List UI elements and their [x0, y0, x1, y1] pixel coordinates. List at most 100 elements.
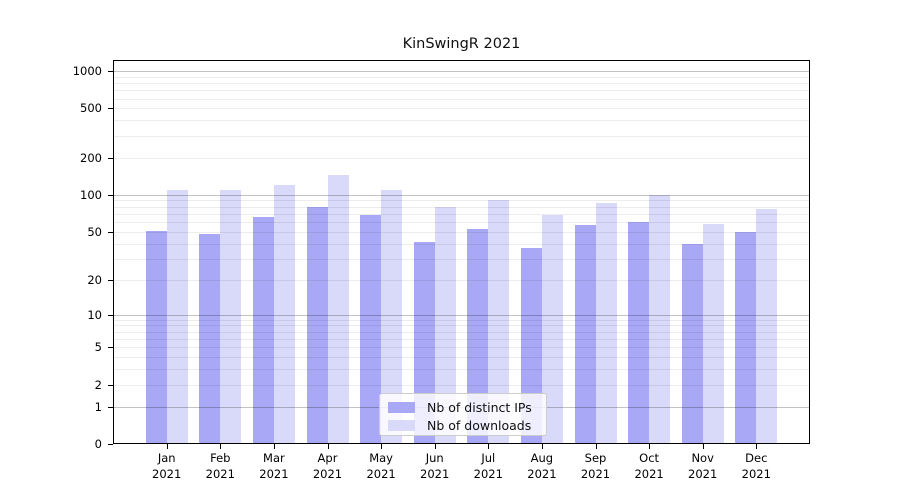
- x-tick: [756, 444, 758, 449]
- grid-minor-line: [114, 384, 809, 386]
- x-tick: [273, 444, 275, 449]
- grid-minor-line: [114, 325, 809, 327]
- y-tick-label: 10: [87, 307, 102, 322]
- y-tick-label: 20: [87, 272, 102, 287]
- y-tick-label: 50: [87, 224, 102, 239]
- bar-distinct-ips: [199, 233, 221, 443]
- y-tick: [108, 384, 113, 386]
- x-tick-label: Oct 2021: [634, 451, 664, 481]
- bar-downloads: [756, 208, 778, 443]
- grid-minor-line: [114, 206, 809, 208]
- grid-minor-line: [114, 135, 809, 137]
- x-tick: [434, 444, 436, 449]
- grid-minor-line: [114, 243, 809, 245]
- bar-distinct-ips: [628, 222, 650, 443]
- legend-swatch-distinct-ips: [388, 402, 415, 413]
- grid-minor-line: [114, 98, 809, 100]
- bar-downloads: [649, 194, 671, 443]
- y-tick: [108, 444, 113, 445]
- x-tick-label: Nov 2021: [688, 451, 718, 481]
- bar-distinct-ips: [735, 231, 757, 443]
- bar-downloads: [327, 175, 349, 443]
- bar-downloads: [166, 189, 188, 443]
- bar-downloads: [220, 189, 242, 443]
- y-tick: [108, 406, 113, 408]
- grid-minor-line: [114, 347, 809, 349]
- grid-minor-line: [114, 258, 809, 260]
- grid-minor-line: [114, 369, 809, 371]
- bar-downloads: [541, 215, 563, 443]
- y-tick: [108, 231, 113, 233]
- x-tick-label: Mar 2021: [259, 451, 289, 481]
- grid-minor-line: [114, 90, 809, 92]
- grid-minor-line: [114, 338, 809, 340]
- y-tick-label: 100: [80, 187, 102, 202]
- x-tick-label: Sep 2021: [580, 451, 611, 481]
- y-tick-label: 1000: [72, 64, 102, 78]
- bar-downloads: [488, 200, 510, 443]
- x-tick-label: Aug 2021: [527, 451, 557, 481]
- legend-entry-downloads: Nb of downloads: [388, 418, 546, 433]
- grid-minor-line: [114, 108, 809, 110]
- legend-label-downloads: Nb of downloads: [427, 418, 532, 433]
- grid-minor-line: [114, 279, 809, 281]
- bar-distinct-ips: [467, 228, 489, 443]
- y-tick-label: 5: [94, 340, 102, 355]
- grid-minor-line: [114, 76, 809, 78]
- grid-minor-line: [114, 319, 809, 321]
- x-tick-label: Feb 2021: [205, 451, 235, 481]
- grid-minor-line: [114, 157, 809, 159]
- bar-downloads: [595, 202, 617, 443]
- bar-downloads: [702, 223, 724, 443]
- chart-title: KinSwingR 2021: [402, 36, 521, 52]
- legend: Nb of distinct IPs Nb of downloads: [379, 393, 547, 436]
- y-tick-label: 500: [80, 101, 102, 116]
- plot-area: [113, 60, 810, 444]
- bar-distinct-ips: [360, 214, 382, 443]
- y-tick-label: 0: [94, 437, 102, 451]
- x-tick-label: Jan 2021: [152, 451, 182, 481]
- y-tick-label: 2: [94, 377, 102, 392]
- x-tick: [381, 444, 383, 449]
- x-tick: [327, 444, 329, 449]
- x-tick: [220, 444, 222, 449]
- x-tick: [702, 444, 704, 449]
- x-tick: [488, 444, 490, 449]
- bar-distinct-ips: [574, 224, 596, 443]
- bar-distinct-ips: [145, 230, 167, 443]
- x-tick-label: Dec 2021: [741, 451, 771, 481]
- grid-major-line: [114, 194, 809, 196]
- legend-swatch-downloads: [388, 420, 415, 431]
- grid-minor-line: [114, 222, 809, 224]
- y-tick: [108, 157, 113, 159]
- x-tick: [541, 444, 543, 449]
- bar-downloads: [381, 190, 403, 443]
- bar-downloads: [273, 184, 295, 443]
- bar-distinct-ips: [306, 207, 328, 443]
- bar-distinct-ips: [413, 242, 435, 443]
- x-tick-label: Apr 2021: [312, 451, 343, 481]
- grid-minor-line: [114, 231, 809, 233]
- y-tick: [108, 108, 113, 110]
- x-tick-label: Jul 2021: [473, 451, 503, 481]
- y-tick: [108, 279, 113, 281]
- grid-minor-line: [114, 357, 809, 359]
- grid-minor-line: [114, 120, 809, 122]
- grid-minor-line: [114, 213, 809, 215]
- legend-label-distinct-ips: Nb of distinct IPs: [427, 400, 532, 415]
- x-tick-label: Jun 2021: [420, 451, 450, 481]
- bar-distinct-ips: [681, 243, 703, 443]
- x-tick-label: May 2021: [366, 451, 396, 481]
- x-tick: [595, 444, 597, 449]
- y-tick-label: 200: [80, 150, 102, 165]
- bar-distinct-ips: [252, 216, 274, 443]
- grid-minor-line: [114, 200, 809, 202]
- grid-major-line: [114, 314, 809, 316]
- grid-minor-line: [114, 331, 809, 333]
- y-tick: [108, 71, 113, 72]
- legend-entry-distinct-ips: Nb of distinct IPs: [388, 400, 546, 415]
- y-tick: [108, 347, 113, 349]
- x-tick: [166, 444, 168, 449]
- grid-minor-line: [114, 83, 809, 85]
